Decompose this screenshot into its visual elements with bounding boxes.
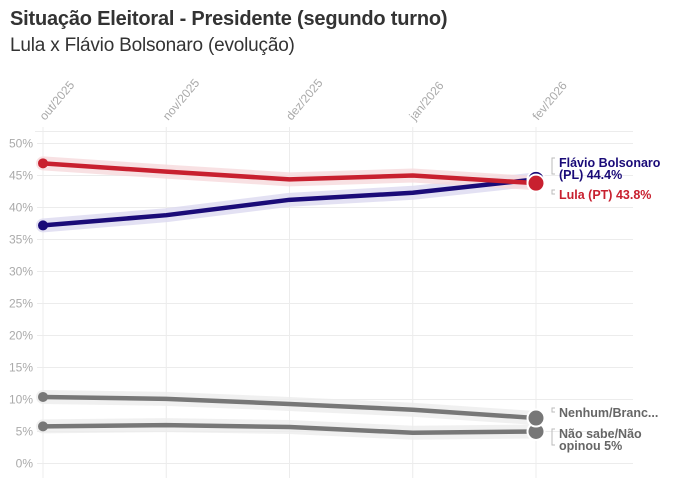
start-point: [38, 220, 48, 231]
series-line: [42, 394, 537, 421]
label-bracket: [551, 407, 555, 413]
end-label: (PL) 44.4%: [559, 168, 622, 182]
y-tick-label: 50%: [9, 137, 33, 151]
end-label: Flávio Bolsonaro: [559, 156, 661, 170]
y-tick-label: 20%: [9, 329, 33, 343]
x-tick-label: dez/2025: [283, 76, 326, 123]
x-axis: out/2025 nov/2025 dez/2025 jan/2026 fev/2026: [37, 76, 571, 124]
label-bracket: [551, 157, 555, 175]
series-line: [42, 177, 537, 228]
series-line: [42, 422, 537, 436]
start-point: [38, 158, 48, 169]
y-tick-label: 0%: [16, 457, 34, 471]
end-point: [526, 173, 546, 193]
series-points: [38, 158, 546, 441]
x-tick-label: jan/2026: [406, 78, 447, 123]
label-bracket: [551, 428, 555, 446]
end-label: opinou 5%: [559, 439, 622, 453]
end-labels: Flávio Bolsonaro(PL) 44.4% Lula (PT) 43.8…: [551, 156, 661, 453]
end-point: [526, 408, 546, 428]
y-tick-label: 10%: [9, 393, 33, 407]
start-point: [38, 421, 48, 432]
series-line: [42, 161, 537, 186]
y-tick-label: 15%: [9, 361, 33, 375]
y-tick-label: 30%: [9, 265, 33, 279]
x-tick-label: out/2025: [37, 78, 78, 123]
end-label: Lula (PT) 43.8%: [559, 188, 651, 202]
chart-title: Situação Eleitoral - Presidente (segundo…: [10, 8, 448, 30]
end-label: Nenhum/Branc...: [559, 406, 658, 420]
start-point: [38, 391, 48, 402]
end-label: Não sabe/Não: [559, 427, 642, 441]
label-bracket: [551, 189, 555, 195]
y-axis: 0% 5% 10% 15% 20% 25% 30% 35% 40% 45% 50%: [9, 137, 33, 471]
chart-subtitle: Lula x Flávio Bolsonaro (evolução): [10, 35, 295, 56]
y-tick-label: 40%: [9, 201, 33, 215]
x-tick-label: fev/2026: [530, 78, 571, 123]
x-tick-label: nov/2025: [160, 76, 203, 123]
series-lines: [42, 161, 537, 436]
y-tick-label: 45%: [9, 169, 33, 183]
y-tick-label: 35%: [9, 233, 33, 247]
y-tick-label: 5%: [16, 425, 34, 439]
y-tick-label: 25%: [9, 297, 33, 311]
